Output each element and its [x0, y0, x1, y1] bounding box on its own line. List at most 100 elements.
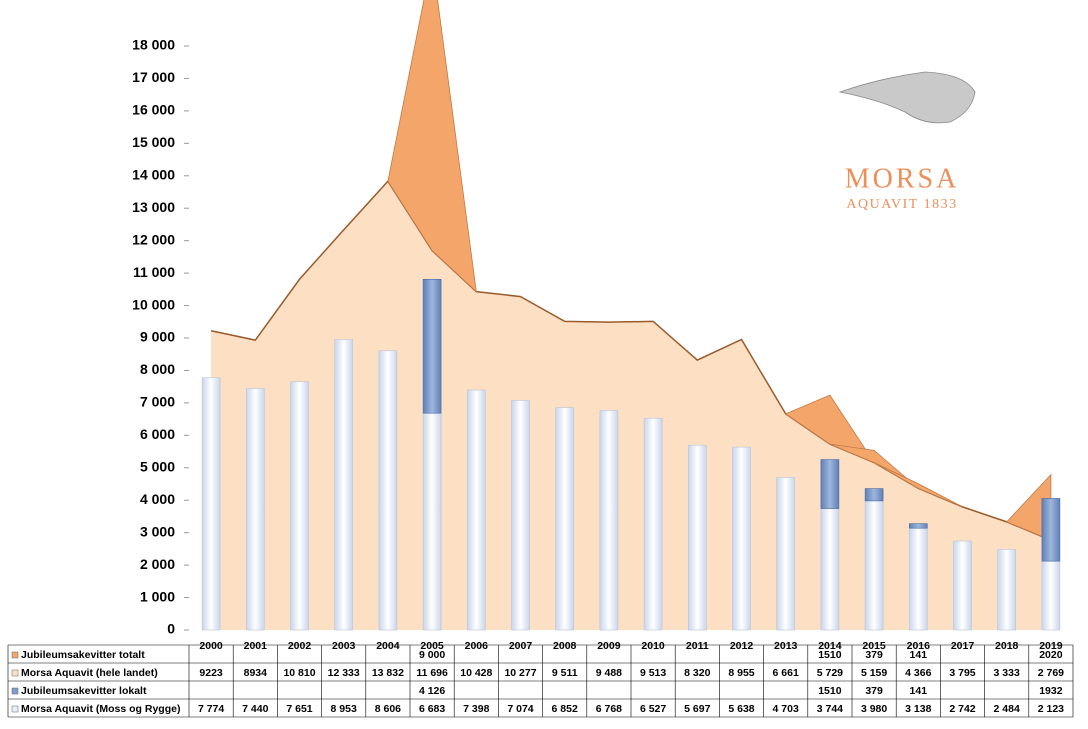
legend-label: Jubileumsakevitter lokalt: [21, 685, 147, 697]
table-cell: 1510: [818, 649, 842, 661]
table-cell: 2020: [1039, 649, 1063, 661]
table-cell: 1932: [1039, 685, 1063, 697]
bar: [334, 339, 354, 631]
table-cell: 2 123: [1038, 703, 1064, 715]
y-tick-label: 11 000: [133, 264, 175, 280]
bar: [908, 523, 928, 529]
table-cell: 141: [910, 685, 928, 697]
table-cell: 3 795: [949, 667, 975, 679]
logo-name: MORSA: [845, 163, 960, 194]
table-cell: 5 638: [728, 703, 754, 715]
table-cell: 3 744: [817, 703, 843, 715]
y-tick-label: 3 000: [140, 523, 175, 539]
bar: [997, 549, 1017, 631]
y-tick-label: 1 000: [140, 588, 175, 604]
x-tick-label: 2009: [597, 640, 621, 652]
table-cell: 1510: [818, 685, 842, 697]
bar: [466, 389, 486, 631]
bar: [820, 508, 840, 631]
x-tick-label: 2004: [376, 640, 400, 652]
legend-label: Morsa Aquavit (hele landet): [21, 667, 158, 679]
y-tick-label: 18 000: [132, 37, 175, 53]
bar: [555, 407, 575, 631]
y-tick-label: 12 000: [132, 231, 175, 247]
x-tick-label: 2016: [907, 640, 931, 652]
table-cell: 2 769: [1038, 667, 1064, 679]
bar: [511, 400, 530, 631]
x-tick-label: 2015: [862, 640, 886, 652]
x-tick-label: 2011: [686, 640, 709, 652]
y-tick-label: 16 000: [132, 102, 175, 118]
table-cell: 5 729: [817, 667, 843, 679]
table-cell: 6 661: [773, 667, 799, 679]
table-cell: 141: [910, 649, 928, 661]
y-tick-label: 5 000: [140, 458, 175, 474]
legend-swatch: [11, 651, 19, 659]
bar: [643, 417, 663, 631]
table-cell: 379: [865, 685, 883, 697]
y-tick-label: 0: [167, 621, 175, 637]
legend-label: Jubileumsakevitter totalt: [21, 649, 145, 661]
legend-swatch: [11, 705, 19, 713]
table-cell: 6 683: [419, 703, 445, 715]
y-tick-label: 14 000: [132, 166, 175, 182]
table-cell: 7 651: [286, 703, 312, 715]
x-tick-label: 2014: [818, 640, 842, 652]
bar: [422, 279, 442, 414]
legend-swatch: [11, 687, 19, 695]
table-cell: 2 742: [949, 703, 975, 715]
bar: [953, 540, 972, 631]
table-cell: 6 852: [552, 703, 578, 715]
x-tick-label: 2018: [995, 640, 1019, 652]
bar: [687, 444, 707, 631]
x-tick-label: 2000: [199, 640, 223, 652]
table-cell: 12 333: [328, 667, 360, 679]
bar: [378, 350, 398, 631]
table-cell: 7 398: [463, 703, 489, 715]
table-cell: 9 513: [640, 667, 666, 679]
bar: [864, 500, 884, 631]
x-tick-label: 2006: [465, 640, 489, 652]
table-cell: 7 074: [507, 703, 533, 715]
table-cell: 6 527: [640, 703, 666, 715]
bar: [864, 488, 884, 502]
table-cell: 4 703: [773, 703, 799, 715]
table-cell: 379: [865, 649, 883, 661]
table-cell: 8 320: [684, 667, 710, 679]
logo-bird: [838, 71, 976, 124]
y-tick-label: 17 000: [132, 69, 175, 85]
bar: [290, 381, 309, 631]
bar: [422, 412, 442, 631]
table-cell: 9223: [199, 667, 223, 679]
plot-area: [201, 0, 1061, 631]
table-cell: 4 126: [419, 685, 445, 697]
table-cell: 3 333: [994, 667, 1020, 679]
bar: [599, 410, 619, 631]
x-tick-label: 2010: [641, 640, 665, 652]
y-tick-label: 13 000: [132, 199, 175, 215]
x-tick-label: 2019: [1039, 640, 1063, 652]
table-cell: 7 440: [242, 703, 268, 715]
x-tick-label: 2007: [509, 640, 533, 652]
table-cell: 8 955: [728, 667, 754, 679]
area: [211, 181, 1051, 630]
table-cell: 11 696: [416, 667, 448, 679]
bar: [776, 477, 796, 631]
y-tick-label: 7 000: [140, 394, 175, 410]
bar: [1041, 560, 1061, 631]
bar: [732, 446, 751, 631]
y-tick-label: 4 000: [140, 491, 175, 507]
area-stack: [873, 462, 963, 508]
x-tick-label: 2012: [730, 640, 754, 652]
table-cell: 4 366: [905, 667, 931, 679]
x-tick-label: 2003: [332, 640, 356, 652]
bar: [820, 459, 840, 509]
table-cell: 3 980: [861, 703, 887, 715]
bar: [246, 388, 265, 631]
table-cell: 3 138: [905, 703, 931, 715]
table-cell: 8 606: [375, 703, 401, 715]
table-cell: 8 953: [331, 703, 357, 715]
legend-swatch: [11, 669, 19, 677]
table-cell: 9 000: [419, 649, 445, 661]
